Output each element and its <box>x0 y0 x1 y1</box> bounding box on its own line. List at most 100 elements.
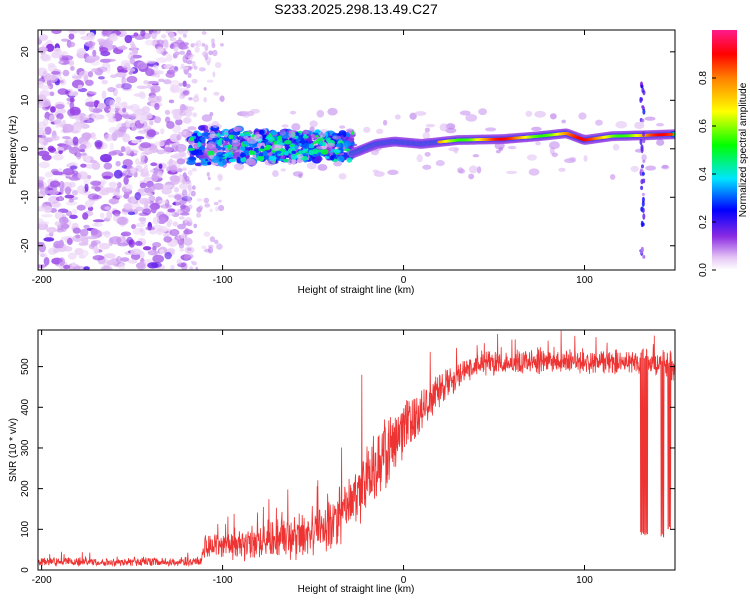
heatmap-cell <box>140 142 152 149</box>
heatmap-cell <box>50 135 60 141</box>
heatmap-cell <box>65 200 78 206</box>
heatmap-cell <box>38 182 45 189</box>
heatmap-cell <box>179 200 186 205</box>
heatmap-cell <box>68 33 75 40</box>
heatmap-cell <box>279 158 283 162</box>
heatmap-cell <box>184 254 190 260</box>
heatmap-cell <box>187 126 197 131</box>
heatmap-cell <box>48 231 54 237</box>
heatmap-cell <box>317 164 328 171</box>
x-tick-label: 100 <box>576 575 593 586</box>
heatmap-cell <box>62 123 74 133</box>
heatmap-cell <box>250 159 257 166</box>
heatmap-cell <box>153 116 162 124</box>
heatmap-cell <box>95 141 102 150</box>
heatmap-cell <box>326 154 331 157</box>
snr-xlabel: Height of straight line (km) <box>298 584 415 595</box>
heatmap-cell <box>58 216 69 225</box>
heatmap-cell <box>81 132 92 140</box>
heatmap-cell <box>373 171 385 177</box>
heatmap-cell <box>42 253 48 258</box>
heatmap-cell <box>268 155 277 162</box>
heatmap-cell <box>206 79 214 83</box>
heatmap-cell <box>139 197 151 205</box>
heatmap-cell <box>197 141 202 148</box>
heatmap-cell <box>84 163 97 169</box>
heatmap-cell <box>262 150 268 157</box>
heatmap-cell <box>78 241 89 246</box>
heatmap-cell <box>101 79 108 85</box>
heatmap-cell <box>167 159 177 167</box>
heatmap-cell <box>141 106 150 114</box>
heatmap-cell <box>56 108 66 114</box>
heatmap-cell <box>298 173 303 179</box>
heatmap-cell <box>100 212 105 219</box>
heatmap-cell <box>505 170 518 175</box>
heatmap-cell <box>116 194 123 199</box>
heatmap-cell <box>130 248 142 255</box>
heatmap-cell <box>188 188 192 195</box>
heatmap-cell <box>139 182 147 189</box>
heatmap-cell <box>214 186 222 191</box>
heatmap-cell <box>83 177 90 187</box>
heatmap-cell <box>445 127 457 134</box>
heatmap-cell <box>193 223 197 229</box>
snr-frame <box>37 329 676 571</box>
x-tick-label: -100 <box>213 275 233 286</box>
heatmap-cell <box>38 80 44 86</box>
heatmap-cell <box>668 132 674 136</box>
heatmap-cell <box>656 139 665 146</box>
heatmap-cell <box>71 75 83 79</box>
heatmap-cell <box>192 60 196 68</box>
heatmap-cell <box>239 146 246 152</box>
heatmap-cell <box>96 38 106 43</box>
heatmap-cell <box>68 60 75 66</box>
heatmap-cell <box>146 192 153 197</box>
heatmap-cell <box>77 171 89 180</box>
heatmap-cell <box>228 134 235 140</box>
heatmap-cell <box>127 259 138 264</box>
heatmap-cell <box>291 123 301 131</box>
heatmap-cell <box>198 205 204 211</box>
heatmap-cell <box>72 234 83 243</box>
heatmap-cell <box>156 149 166 155</box>
heatmap-cell <box>133 32 139 37</box>
heatmap-cell <box>96 66 108 73</box>
heatmap-cell <box>272 170 279 177</box>
heatmap-cell <box>640 185 644 190</box>
heatmap-cell <box>162 184 175 189</box>
colorbar-tick-label: 0.8 <box>698 71 709 85</box>
heatmap-cell <box>131 196 136 205</box>
heatmap-cell <box>91 112 100 121</box>
heatmap-cell <box>86 236 99 240</box>
heatmap-cell <box>308 156 312 162</box>
y-tick-label: 500 <box>20 358 31 375</box>
heatmap-cell <box>424 151 431 157</box>
heatmap-cell <box>54 171 64 176</box>
heatmap-cell <box>145 68 155 77</box>
heatmap-cell <box>187 72 192 78</box>
heatmap-cell <box>84 183 89 192</box>
heatmap-cell <box>169 37 177 42</box>
heatmap-cell <box>123 203 133 210</box>
heatmap-cell <box>549 113 557 120</box>
heatmap-cell <box>183 237 193 246</box>
heatmap-cell <box>83 224 90 230</box>
heatmap-blobs <box>38 30 675 270</box>
heatmap-cell <box>115 160 121 167</box>
heatmap-cell <box>79 148 86 153</box>
heatmap-cell <box>47 145 55 152</box>
heatmap-cell <box>578 112 587 120</box>
heatmap-cell <box>316 109 325 118</box>
colorbar-label: Normalized spectral amplitude <box>738 82 749 217</box>
heatmap-cell <box>154 102 160 111</box>
heatmap-cell <box>217 175 223 182</box>
heatmap-cell <box>346 157 353 163</box>
heatmap-cell <box>92 136 97 140</box>
heatmap-cell <box>115 96 122 103</box>
heatmap-cell <box>69 97 75 103</box>
heatmap-cell <box>531 126 542 132</box>
y-tick-label: 0 <box>20 567 31 573</box>
heatmap-cell <box>232 135 237 141</box>
heatmap-cell <box>54 221 61 226</box>
